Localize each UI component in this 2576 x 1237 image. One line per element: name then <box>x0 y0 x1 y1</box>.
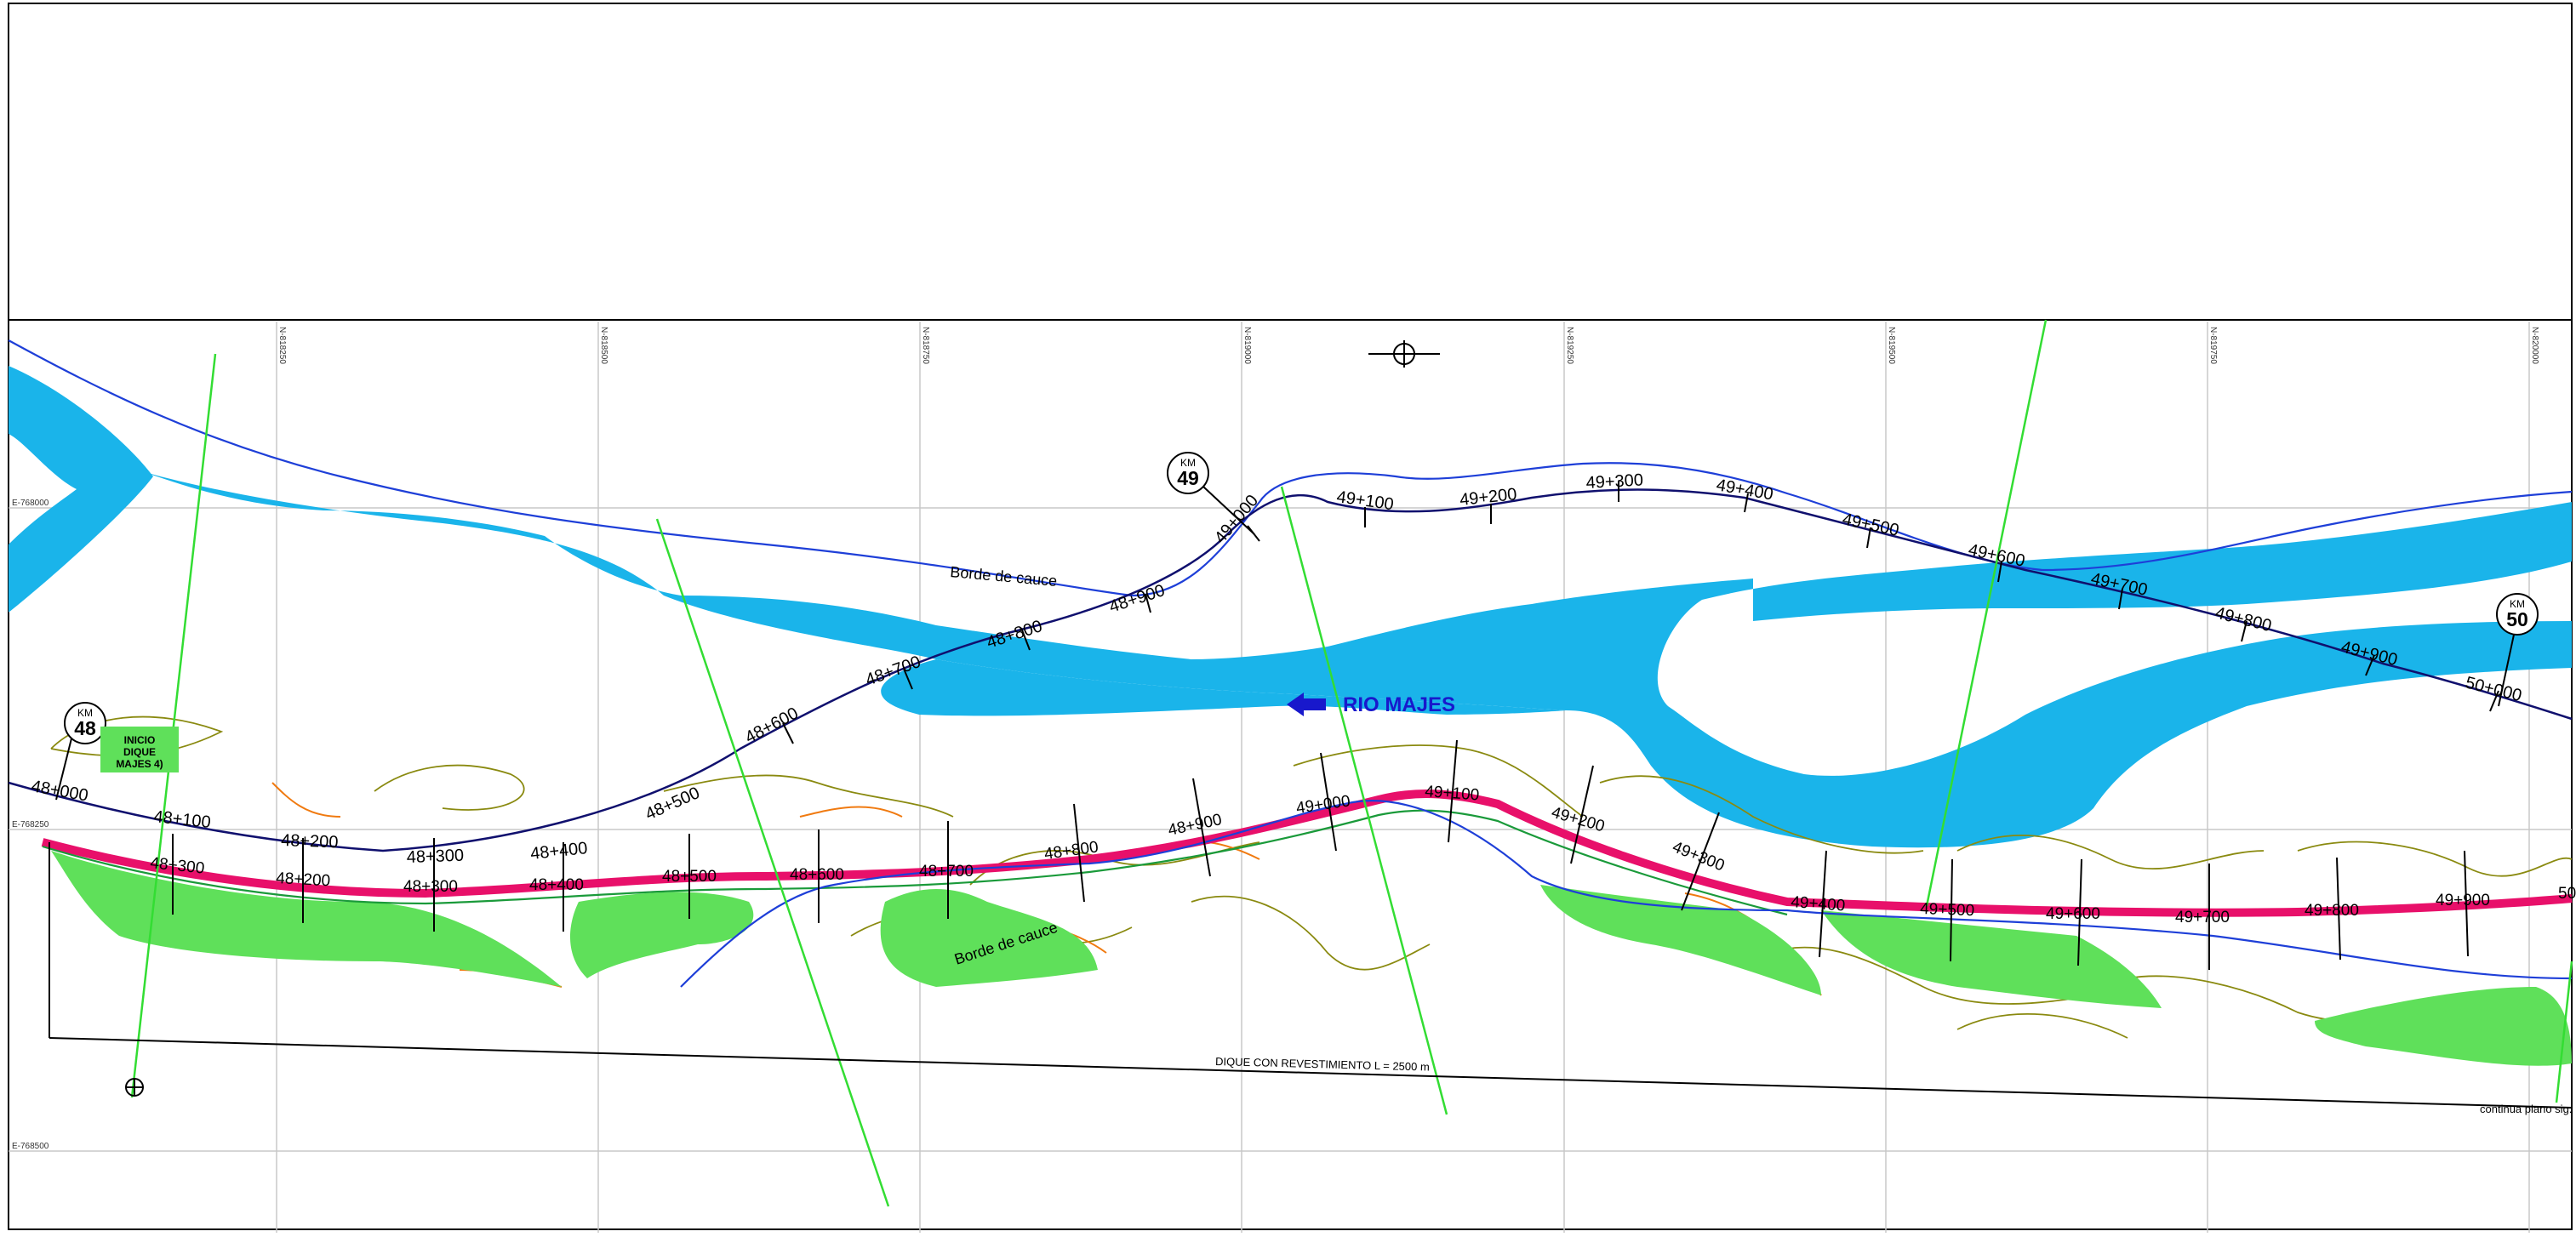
station-dike-16: 49+600 <box>2046 905 2100 923</box>
km-48-num: 48 <box>74 717 96 739</box>
grid-label-n4: N-819000 <box>1242 327 1252 364</box>
station-top-6: 49+100 <box>1335 487 1395 514</box>
grid-label-n8: N-820000 <box>2530 327 2539 364</box>
grid-label-e1: E-768000 <box>12 499 49 508</box>
river-edges <box>8 339 2573 597</box>
station-top-8: 49+300 <box>1585 471 1643 493</box>
station-bottom-3: 48+200 <box>281 831 339 852</box>
km-50-num: 50 <box>2506 608 2528 630</box>
station-dike-6: 48+600 <box>790 866 844 884</box>
station-top-4: 48+900 <box>1107 581 1168 617</box>
grid-label-n3: N-818750 <box>921 327 930 364</box>
dike-length-label: DIQUE CON REVESTIMIENTO L = 2500 m <box>1215 1055 1430 1074</box>
station-dike-10: 49+000 <box>1295 792 1351 818</box>
grid-north-labels: N-818250 N-818500 N-818750 N-819000 N-81… <box>277 327 2539 364</box>
inicio-line-3: MAJES 4) <box>116 758 163 770</box>
station-dike-5: 48+500 <box>662 868 717 886</box>
grid-label-n2: N-818500 <box>599 327 608 364</box>
km-49-top: KM <box>1180 457 1196 469</box>
sheet-frame <box>8 3 2573 1230</box>
river-bank-line <box>680 800 2573 988</box>
station-dike-3: 48+300 <box>403 878 458 896</box>
continue-sheet-label: continua plano sig. <box>2480 1103 2572 1115</box>
km-marker-49: KM 49 <box>1167 452 1255 535</box>
river-channel <box>9 366 2572 848</box>
km-marker-50: KM 50 <box>2496 593 2539 707</box>
station-top-10: 49+500 <box>1841 510 1900 540</box>
benchmark-icon <box>125 1078 144 1097</box>
axis-station-ticks <box>782 481 2499 744</box>
grid-east-labels: E-768000 E-768250 E-768500 <box>12 499 49 1151</box>
grid-label-e3: E-768500 <box>12 1142 49 1151</box>
cross-section-lines <box>130 319 2573 1207</box>
vegetation-areas <box>51 851 2572 1066</box>
dike-baseline <box>49 842 2573 1109</box>
km-48-top: KM <box>77 707 93 719</box>
dike-station-ticks <box>172 739 2469 970</box>
station-top-9: 49+400 <box>1715 476 1774 504</box>
station-dike-15: 49+500 <box>1920 900 1975 920</box>
km-49-num: 49 <box>1177 467 1199 489</box>
km-marker-48: KM 48 <box>55 702 106 801</box>
station-dike-19: 49+900 <box>2436 892 2490 909</box>
grid-label-n1: N-818250 <box>277 327 287 364</box>
station-top-7: 49+200 <box>1459 485 1517 510</box>
station-dike-4: 48+400 <box>529 876 584 894</box>
station-top-5: 49+000 <box>1211 492 1262 548</box>
station-bottom-4: 48+300 <box>406 847 464 867</box>
station-dike-20: 50 <box>2558 885 2576 903</box>
station-dike-2: 48+200 <box>276 869 331 890</box>
station-dike-14: 49+400 <box>1791 893 1846 915</box>
grid-label-n5: N-819250 <box>1565 327 1574 364</box>
north-arrow-icon <box>1368 340 1440 368</box>
station-bottom-1: 48+000 <box>30 777 89 805</box>
river-name-label: RIO MAJES <box>1287 693 1455 716</box>
river-name: RIO MAJES <box>1343 693 1455 716</box>
coordinate-grid <box>9 322 2572 1233</box>
inicio-dique-box: INICIO DIQUE MAJES 4) <box>100 727 179 772</box>
dike-toe-line <box>42 809 1788 916</box>
station-dike-18: 49+800 <box>2305 902 2359 920</box>
inicio-line-2: DIQUE <box>123 746 156 758</box>
km-50-top: KM <box>2510 598 2525 610</box>
river-axis-line <box>8 488 2573 852</box>
station-top-15: 50+000 <box>2464 674 2524 706</box>
dike-line <box>41 790 2573 917</box>
grid-label-n7: N-819750 <box>2208 327 2218 364</box>
left-arrow-icon <box>1287 693 1326 716</box>
station-bottom-5: 48+400 <box>529 839 588 864</box>
station-dike-17: 49+700 <box>2175 909 2230 926</box>
axis-station-labels-lower: 48+000 48+100 48+200 48+300 48+400 48+50… <box>30 777 702 867</box>
station-dike-11: 49+100 <box>1425 783 1480 804</box>
borde-cauce-top-label: Borde de cauce <box>950 563 1058 590</box>
station-dike-7: 48+700 <box>919 863 974 881</box>
inicio-line-1: INICIO <box>124 734 156 746</box>
grid-label-e2: E-768250 <box>12 820 49 829</box>
grid-label-n6: N-819500 <box>1887 327 1896 364</box>
